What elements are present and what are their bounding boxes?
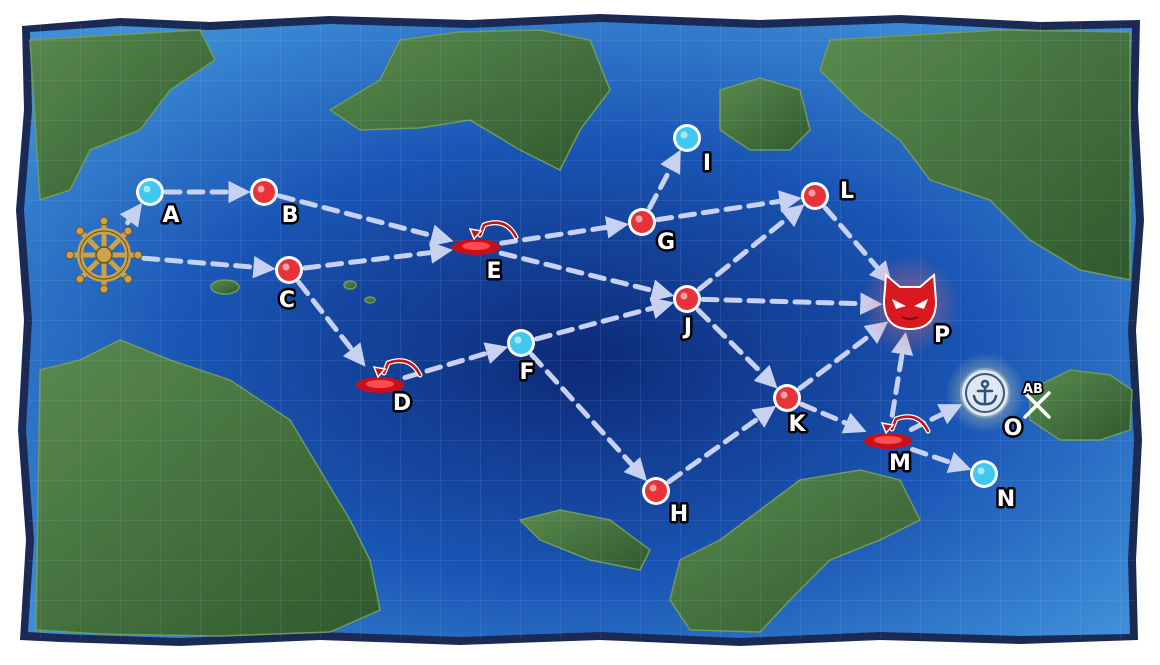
- node-shine: [649, 484, 657, 492]
- node-J[interactable]: J: [673, 285, 701, 343]
- battle-node-icon: [645, 480, 667, 502]
- route-J-P: [700, 292, 883, 315]
- anchor-icon: [972, 379, 998, 406]
- safe-node-icon: [973, 463, 995, 485]
- node-shine: [143, 185, 151, 193]
- node-shine: [977, 467, 985, 475]
- node-label-N: N: [997, 487, 1015, 512]
- route-J-K: [695, 307, 778, 389]
- route-G-L: [655, 190, 802, 223]
- crossed-swords-icon: [1023, 391, 1051, 419]
- demon-face-icon: [882, 272, 938, 331]
- battle-node-icon: [253, 181, 275, 203]
- node-label-H: H: [670, 502, 688, 527]
- grid-overlay: [28, 24, 1134, 638]
- node-A[interactable]: A: [136, 178, 182, 231]
- node-label-E: E: [486, 259, 501, 284]
- node-label-G: G: [657, 230, 675, 255]
- battle-node-icon: [776, 387, 798, 409]
- battle-node-icon: [278, 259, 300, 281]
- route-K-M: [799, 401, 867, 434]
- safe-node-icon: [139, 181, 161, 203]
- node-M[interactable]: M: [864, 414, 931, 479]
- node-P[interactable]: P: [860, 255, 960, 355]
- node-K[interactable]: K: [773, 384, 809, 440]
- node-D[interactable]: D: [356, 358, 423, 419]
- node-shine: [257, 185, 265, 193]
- battle-node-icon: [631, 211, 653, 233]
- battle-node-icon: [804, 185, 826, 207]
- route-H-K: [666, 405, 777, 485]
- node-shine: [780, 391, 788, 399]
- route-D-F: [402, 342, 509, 381]
- node-C[interactable]: C: [275, 256, 303, 316]
- node-label-I: I: [703, 151, 711, 176]
- node-shine: [808, 189, 816, 197]
- node-B[interactable]: B: [250, 178, 301, 231]
- node-H[interactable]: H: [642, 477, 691, 530]
- node-G[interactable]: G: [628, 208, 678, 258]
- start-ship-wheel-icon[interactable]: [65, 216, 143, 294]
- route-start-A: [119, 202, 143, 228]
- node-label-C: C: [279, 288, 295, 313]
- battle-node-icon: [676, 288, 698, 310]
- node-shine: [282, 263, 290, 271]
- route-K-P: [797, 321, 889, 391]
- node-label-B: B: [282, 203, 299, 228]
- node-L[interactable]: L: [801, 177, 857, 210]
- route-J-L: [697, 204, 805, 292]
- route-G-I: [647, 149, 681, 211]
- node-I[interactable]: I: [673, 124, 714, 179]
- node-shine: [680, 131, 688, 139]
- air-battle-label: AB: [1023, 382, 1043, 397]
- node-label-A: A: [162, 203, 179, 228]
- route-layer: [119, 149, 972, 485]
- node-shine: [514, 336, 522, 344]
- route-B-E: [277, 193, 454, 247]
- route-E-J: [498, 250, 675, 302]
- safe-node-icon: [510, 332, 532, 354]
- node-F[interactable]: F: [507, 329, 537, 388]
- route-M-P: [889, 331, 914, 418]
- node-shine: [680, 292, 688, 300]
- route-F-J: [534, 297, 675, 342]
- node-shine: [635, 215, 643, 223]
- whirlpool-arrow-icon: [864, 414, 931, 449]
- route-F-H: [529, 352, 648, 482]
- node-label-D: D: [393, 391, 411, 416]
- node-label-L: L: [840, 179, 854, 204]
- node-label-O: O: [1004, 416, 1023, 441]
- route-M-O: [908, 404, 963, 432]
- node-label-F: F: [519, 360, 534, 385]
- node-label-M: M: [889, 451, 911, 476]
- node-N[interactable]: N: [970, 460, 1018, 515]
- route-start-C: [141, 255, 276, 279]
- node-label-J: J: [682, 315, 692, 340]
- route-C-E: [302, 241, 453, 271]
- whirlpool-arrow-icon: [452, 220, 519, 255]
- node-E[interactable]: E: [452, 220, 519, 287]
- node-O[interactable]: AB O: [945, 353, 1051, 444]
- node-label-K: K: [788, 412, 806, 437]
- node-label-P: P: [934, 323, 950, 348]
- route-E-G: [499, 216, 629, 246]
- route-C-D: [296, 280, 366, 367]
- route-M-N: [910, 447, 972, 474]
- safe-node-icon: [676, 127, 698, 149]
- whirlpool-arrow-icon: [356, 358, 423, 393]
